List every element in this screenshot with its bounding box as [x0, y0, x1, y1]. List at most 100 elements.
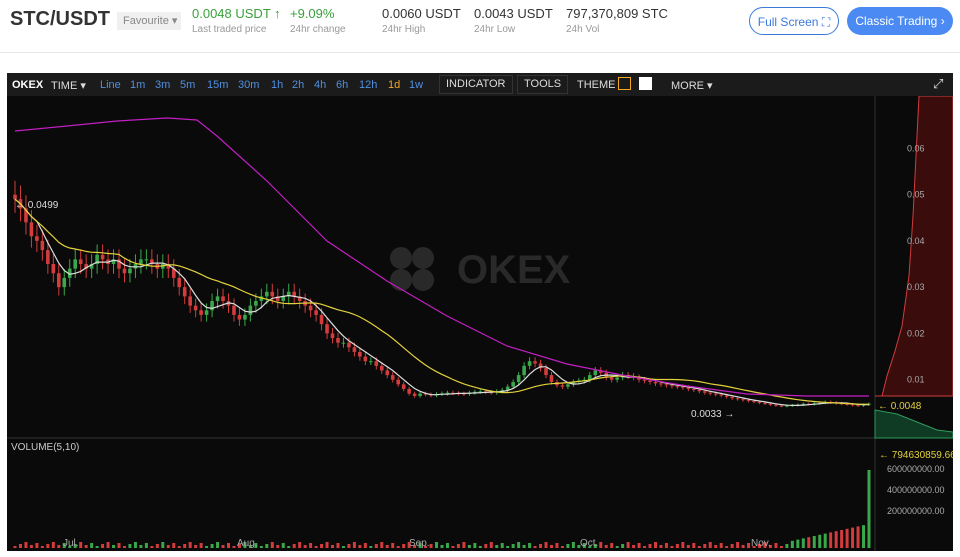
volume-bar — [566, 544, 570, 548]
price-tick-label: 0.01 — [907, 375, 925, 385]
period-15m[interactable]: 15m — [207, 79, 229, 91]
volume-bar — [829, 532, 833, 548]
candle-body — [396, 379, 401, 385]
candle-body — [648, 380, 652, 383]
volume-bar — [144, 543, 148, 548]
candle-body — [46, 250, 50, 264]
favourite-dropdown[interactable]: Favourite ▾ — [117, 12, 181, 30]
volume-bar — [57, 545, 61, 548]
volume-bar — [582, 543, 586, 548]
period-line[interactable]: Line — [100, 79, 121, 91]
volume-bar — [117, 543, 121, 548]
candle-body — [445, 392, 450, 394]
indicator-button[interactable]: INDICATOR — [439, 75, 513, 94]
candle-body — [210, 301, 214, 311]
light-theme-swatch[interactable] — [639, 77, 652, 90]
volume-bar — [730, 544, 734, 548]
candle-body — [505, 386, 510, 390]
volume-bar — [407, 542, 411, 548]
change-stat: +9.09% 24hr change — [290, 6, 346, 35]
period-1d[interactable]: 1d — [388, 79, 401, 91]
candle-body — [670, 385, 674, 387]
candle-body — [615, 377, 619, 380]
volume-bar — [801, 538, 805, 548]
candle-body — [62, 277, 67, 288]
dark-theme-swatch[interactable] — [618, 77, 631, 90]
volume-label: 24h Vol — [566, 24, 600, 35]
period-5m[interactable]: 5m — [180, 79, 196, 91]
period-4h[interactable]: 4h — [314, 79, 327, 91]
fullscreen-icon[interactable]: ⤢ — [933, 76, 944, 91]
volume-bar — [577, 545, 581, 548]
classic-trading-label: Classic Trading — [855, 14, 938, 28]
full-screen-button[interactable]: Full Screen ⛶ — [749, 7, 839, 35]
volume-bar — [774, 543, 778, 548]
candle-body — [254, 301, 258, 306]
x-tick-label: Sep. — [409, 538, 430, 549]
volume-bar — [150, 546, 154, 548]
volume-bar — [790, 540, 794, 548]
price-tick-label: 0.06 — [907, 143, 925, 153]
more-label: MORE — [671, 80, 704, 92]
period-1h[interactable]: 1h — [271, 79, 284, 91]
period-12h[interactable]: 12h — [359, 79, 378, 91]
candle-body — [462, 393, 466, 395]
candle-body — [336, 338, 340, 343]
candle-body — [182, 287, 187, 297]
theme-label: THEME — [577, 79, 616, 91]
volume-bar — [188, 542, 192, 548]
candle-body — [193, 305, 198, 311]
volume-bar — [626, 542, 630, 548]
candle-body — [692, 388, 696, 390]
volume-bar — [593, 544, 597, 548]
volume-bar — [549, 545, 553, 548]
candle-body — [111, 259, 116, 264]
tools-button[interactable]: TOOLS — [517, 75, 569, 94]
candle-body — [653, 382, 658, 384]
volume-bar — [248, 545, 252, 548]
price-chart[interactable]: OKEX 0.06 0.05 0.04 0.03 0.02 0.01 ← 0.0499 0… — [7, 96, 953, 551]
period-1w[interactable]: 1w — [409, 79, 424, 91]
volume-bar — [13, 546, 17, 548]
candle-body — [232, 305, 236, 315]
low-value: 0.0043 USDT — [474, 6, 553, 21]
candle-body — [292, 291, 296, 297]
more-menu[interactable]: MORE ▾ — [671, 80, 713, 92]
period-2h[interactable]: 2h — [292, 79, 305, 91]
candle-body — [686, 387, 691, 389]
candle-body — [478, 391, 483, 393]
volume-bar — [51, 542, 55, 548]
time-label: TIME — [51, 80, 78, 92]
volume-bar — [511, 544, 515, 548]
volume-bar — [194, 545, 198, 548]
volume-bar — [254, 543, 258, 548]
arrow-up-icon: ↑ — [274, 6, 281, 21]
pair-title: STC/USDT — [10, 8, 110, 30]
period-30m[interactable]: 30m — [238, 79, 260, 91]
chart-toolbar: OKEX TIME ▾ Line 1m 3m 5m 15m 30m 1h 2h 4h 6h 12h 1… — [7, 73, 953, 96]
volume-bar — [391, 543, 395, 548]
time-menu[interactable]: TIME ▾ — [51, 80, 86, 92]
period-1m[interactable]: 1m — [130, 79, 146, 91]
volume-bar — [714, 545, 718, 548]
candle-body — [588, 375, 592, 380]
volume-bar — [445, 543, 449, 548]
volume-tick-label: 600000000.00 — [887, 464, 945, 474]
volume-bar — [18, 544, 22, 548]
volume-last-value: ← 794630859.66 — [879, 450, 953, 461]
low-label: 24hr Low — [474, 24, 516, 35]
period-3m[interactable]: 3m — [155, 79, 171, 91]
volume-bar — [555, 543, 559, 548]
classic-trading-button[interactable]: Classic Trading › — [847, 7, 953, 35]
candle-body — [275, 296, 280, 302]
period-6h[interactable]: 6h — [336, 79, 349, 91]
candle-body — [713, 393, 718, 395]
volume-bar — [314, 546, 318, 548]
volume-bar — [298, 542, 302, 548]
candle-body — [286, 291, 291, 297]
candle-body — [473, 391, 477, 393]
volume-bar — [199, 543, 203, 548]
x-tick-label: Jul. — [63, 538, 79, 549]
volume-bar — [796, 539, 800, 548]
candle-body — [571, 382, 576, 385]
